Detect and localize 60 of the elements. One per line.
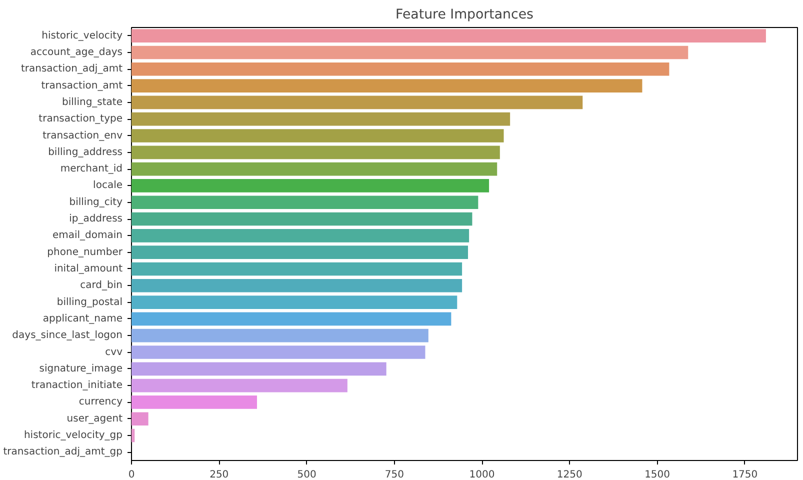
y-tick-label: tranaction_initiate <box>31 380 123 392</box>
bar <box>132 162 498 176</box>
y-tick-label: transaction_adj_amt_gp <box>3 446 123 458</box>
y-tick-label: cvv <box>105 346 123 358</box>
x-tick-label: 0 <box>128 470 135 480</box>
bar <box>132 179 490 192</box>
x-tick-label: 1500 <box>644 470 670 480</box>
bar <box>132 278 462 292</box>
chart-title: Feature Importances <box>396 8 534 22</box>
bar <box>132 212 472 226</box>
y-tick-label: billing_city <box>69 196 123 208</box>
bar <box>132 428 135 442</box>
x-tick-label: 500 <box>297 470 316 480</box>
y-tick-label: phone_number <box>47 246 124 258</box>
bar <box>132 262 462 276</box>
y-tick-label: locale <box>93 180 122 192</box>
bar <box>132 246 468 259</box>
x-tick-label: 1250 <box>556 470 582 480</box>
x-tick-label: 1750 <box>732 470 758 480</box>
y-tick-label: transaction_amt <box>41 80 123 92</box>
bar <box>132 129 504 142</box>
bar <box>132 229 470 242</box>
bar <box>132 396 257 409</box>
x-tick-label: 1000 <box>469 470 495 480</box>
bar <box>132 378 348 392</box>
bar <box>132 96 583 110</box>
y-tick-label: billing_postal <box>56 296 123 308</box>
bar <box>132 146 500 160</box>
y-tick-label: card_bin <box>80 280 122 292</box>
bar <box>132 29 766 42</box>
y-tick-label: historic_velocity_gp <box>24 430 122 442</box>
bar <box>132 412 148 426</box>
bar <box>132 196 478 210</box>
y-tick-label: applicant_name <box>42 313 122 324</box>
bar <box>132 112 510 126</box>
y-tick-label: ip_address <box>69 214 123 225</box>
y-tick-label: billing_address <box>48 146 123 158</box>
bar <box>132 46 688 60</box>
y-tick-label: transaction_env <box>42 130 123 142</box>
bar <box>132 328 428 342</box>
bar <box>132 346 426 359</box>
y-tick-label: account_age_days <box>30 46 123 58</box>
y-tick-label: inital_amount <box>54 263 123 274</box>
y-tick-label: user_agent <box>66 413 123 424</box>
y-tick-label: billing_state <box>62 96 123 108</box>
y-tick-label: signature_image <box>39 363 123 374</box>
y-tick-label: currency <box>78 396 123 408</box>
y-tick-label: email_domain <box>52 230 122 242</box>
y-tick-label: merchant_id <box>60 164 123 175</box>
bar <box>132 312 452 326</box>
bar <box>132 62 670 76</box>
bar <box>132 296 458 309</box>
y-tick-label: historic_velocity <box>42 30 123 42</box>
x-tick-label: 250 <box>210 470 229 480</box>
y-tick-label: days_since_last_logon <box>12 330 123 342</box>
x-tick-label: 750 <box>384 470 404 480</box>
y-tick-label: transaction_adj_amt <box>20 64 123 75</box>
y-tick-label: transaction_type <box>38 114 122 125</box>
bar <box>132 79 642 92</box>
bar <box>132 362 386 376</box>
